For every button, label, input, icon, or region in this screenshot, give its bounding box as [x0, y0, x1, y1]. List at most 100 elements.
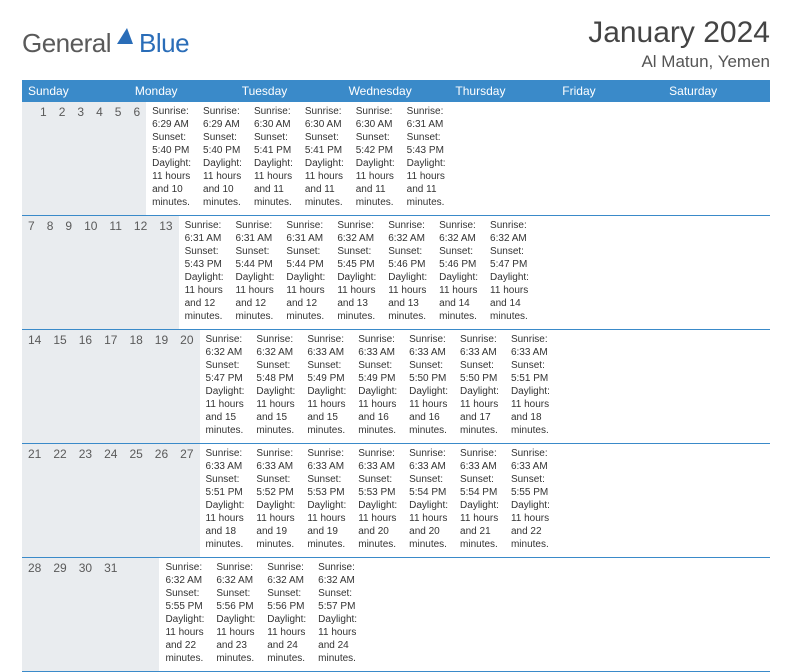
weekday-label: Thursday: [449, 80, 556, 102]
calendar: SundayMondayTuesdayWednesdayThursdayFrid…: [22, 80, 770, 672]
sunrise-line: Sunrise: 6:33 AM: [511, 447, 550, 473]
sunrise-line: Sunrise: 6:32 AM: [267, 561, 306, 587]
daylight-line: Daylight: 11 hours and 18 minutes.: [206, 499, 245, 551]
day-cell: Sunrise: 6:30 AMSunset: 5:42 PMDaylight:…: [350, 102, 401, 215]
daynum-row: 123456: [22, 102, 146, 215]
day-number: 13: [153, 216, 178, 329]
week-row: 21222324252627Sunrise: 6:33 AMSunset: 5:…: [22, 444, 770, 558]
day-number: 5: [109, 102, 128, 215]
logo-text-general: General: [22, 28, 111, 59]
sunrise-line: Sunrise: 6:31 AM: [407, 105, 446, 131]
day-number: 7: [22, 216, 41, 329]
day-cell: Sunrise: 6:33 AMSunset: 5:49 PMDaylight:…: [301, 330, 352, 443]
logo-sail-icon: [115, 26, 137, 51]
day-number: 31: [98, 558, 123, 671]
content-row: Sunrise: 6:29 AMSunset: 5:40 PMDaylight:…: [146, 102, 451, 215]
sunset-line: Sunset: 5:43 PM: [185, 245, 224, 271]
day-number: 17: [98, 330, 123, 443]
day-cell: Sunrise: 6:32 AMSunset: 5:56 PMDaylight:…: [261, 558, 312, 671]
sunrise-line: Sunrise: 6:33 AM: [409, 447, 448, 473]
week-row: 123456Sunrise: 6:29 AMSunset: 5:40 PMDay…: [22, 102, 770, 216]
day-cell: Sunrise: 6:32 AMSunset: 5:46 PMDaylight:…: [433, 216, 484, 329]
content-row: Sunrise: 6:31 AMSunset: 5:43 PMDaylight:…: [179, 216, 535, 329]
day-number: 16: [73, 330, 98, 443]
daylight-line: Daylight: 11 hours and 11 minutes.: [356, 157, 395, 209]
daylight-line: Daylight: 11 hours and 13 minutes.: [388, 271, 427, 323]
day-cell: Sunrise: 6:29 AMSunset: 5:40 PMDaylight:…: [146, 102, 197, 215]
sunset-line: Sunset: 5:50 PM: [409, 359, 448, 385]
day-cell: Sunrise: 6:32 AMSunset: 5:57 PMDaylight:…: [312, 558, 363, 671]
daylight-line: Daylight: 11 hours and 22 minutes.: [511, 499, 550, 551]
weekday-label: Monday: [129, 80, 236, 102]
daylight-line: Daylight: 11 hours and 24 minutes.: [318, 613, 357, 665]
daynum-row: 28293031: [22, 558, 159, 671]
daylight-line: Daylight: 11 hours and 20 minutes.: [358, 499, 397, 551]
daylight-line: Daylight: 11 hours and 15 minutes.: [256, 385, 295, 437]
sunset-line: Sunset: 5:54 PM: [460, 473, 499, 499]
day-number: 21: [22, 444, 47, 557]
sunrise-line: Sunrise: 6:29 AM: [152, 105, 191, 131]
daylight-line: Daylight: 11 hours and 11 minutes.: [407, 157, 446, 209]
day-number: 23: [73, 444, 98, 557]
daylight-line: Daylight: 11 hours and 17 minutes.: [460, 385, 499, 437]
daylight-line: Daylight: 11 hours and 14 minutes.: [490, 271, 529, 323]
day-number: 8: [41, 216, 60, 329]
day-number: 20: [174, 330, 199, 443]
sunset-line: Sunset: 5:53 PM: [307, 473, 346, 499]
sunrise-line: Sunrise: 6:32 AM: [439, 219, 478, 245]
day-cell: Sunrise: 6:32 AMSunset: 5:56 PMDaylight:…: [210, 558, 261, 671]
logo: General Blue: [22, 28, 189, 59]
sunrise-line: Sunrise: 6:32 AM: [216, 561, 255, 587]
location: Al Matun, Yemen: [588, 52, 770, 72]
sunrise-line: Sunrise: 6:30 AM: [254, 105, 293, 131]
sunrise-line: Sunrise: 6:31 AM: [286, 219, 325, 245]
daylight-line: Daylight: 11 hours and 19 minutes.: [307, 499, 346, 551]
sunrise-line: Sunrise: 6:33 AM: [460, 447, 499, 473]
daynum-row: 21222324252627: [22, 444, 200, 557]
daylight-line: Daylight: 11 hours and 14 minutes.: [439, 271, 478, 323]
day-cell: Sunrise: 6:33 AMSunset: 5:50 PMDaylight:…: [403, 330, 454, 443]
daylight-line: Daylight: 11 hours and 12 minutes.: [236, 271, 275, 323]
daylight-line: Daylight: 11 hours and 10 minutes.: [152, 157, 191, 209]
sunrise-line: Sunrise: 6:33 AM: [206, 447, 245, 473]
logo-text-blue: Blue: [139, 28, 189, 59]
sunset-line: Sunset: 5:56 PM: [216, 587, 255, 613]
day-number: 15: [47, 330, 72, 443]
header: General Blue January 2024 Al Matun, Yeme…: [22, 16, 770, 72]
sunset-line: Sunset: 5:55 PM: [165, 587, 204, 613]
sunset-line: Sunset: 5:51 PM: [206, 473, 245, 499]
daylight-line: Daylight: 11 hours and 15 minutes.: [206, 385, 245, 437]
weekday-label: Friday: [556, 80, 663, 102]
day-cell: Sunrise: 6:31 AMSunset: 5:43 PMDaylight:…: [401, 102, 452, 215]
sunrise-line: Sunrise: 6:32 AM: [490, 219, 529, 245]
content-row: Sunrise: 6:33 AMSunset: 5:51 PMDaylight:…: [200, 444, 556, 557]
content-row: Sunrise: 6:32 AMSunset: 5:47 PMDaylight:…: [200, 330, 556, 443]
sunrise-line: Sunrise: 6:33 AM: [460, 333, 499, 359]
day-cell: Sunrise: 6:32 AMSunset: 5:48 PMDaylight:…: [250, 330, 301, 443]
sunset-line: Sunset: 5:44 PM: [236, 245, 275, 271]
sunset-line: Sunset: 5:57 PM: [318, 587, 357, 613]
sunrise-line: Sunrise: 6:29 AM: [203, 105, 242, 131]
sunrise-line: Sunrise: 6:33 AM: [511, 333, 550, 359]
day-number: 10: [78, 216, 103, 329]
day-number: 2: [53, 102, 72, 215]
day-number: 11: [103, 216, 127, 329]
sunrise-line: Sunrise: 6:32 AM: [388, 219, 427, 245]
week-row: 28293031Sunrise: 6:32 AMSunset: 5:55 PMD…: [22, 558, 770, 672]
sunrise-line: Sunrise: 6:33 AM: [358, 333, 397, 359]
day-cell: Sunrise: 6:33 AMSunset: 5:51 PMDaylight:…: [505, 330, 556, 443]
daylight-line: Daylight: 11 hours and 22 minutes.: [165, 613, 204, 665]
daylight-line: Daylight: 11 hours and 16 minutes.: [358, 385, 397, 437]
weekday-label: Sunday: [22, 80, 129, 102]
daylight-line: Daylight: 11 hours and 10 minutes.: [203, 157, 242, 209]
sunrise-line: Sunrise: 6:31 AM: [185, 219, 224, 245]
sunset-line: Sunset: 5:40 PM: [203, 131, 242, 157]
sunset-line: Sunset: 5:45 PM: [337, 245, 376, 271]
sunset-line: Sunset: 5:41 PM: [305, 131, 344, 157]
sunrise-line: Sunrise: 6:31 AM: [236, 219, 275, 245]
day-cell: Sunrise: 6:31 AMSunset: 5:44 PMDaylight:…: [230, 216, 281, 329]
day-cell: Sunrise: 6:33 AMSunset: 5:54 PMDaylight:…: [454, 444, 505, 557]
sunrise-line: Sunrise: 6:33 AM: [358, 447, 397, 473]
weekday-label: Wednesday: [343, 80, 450, 102]
sunset-line: Sunset: 5:47 PM: [206, 359, 245, 385]
